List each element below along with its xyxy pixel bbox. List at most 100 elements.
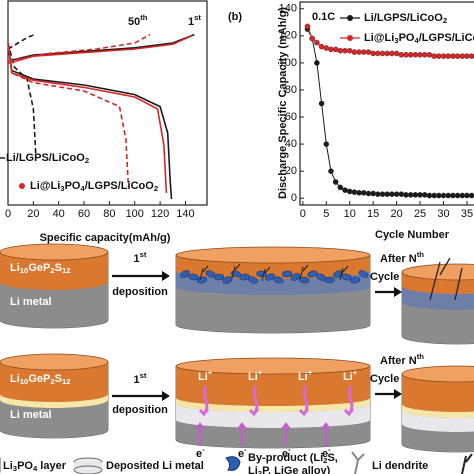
- plot-frame: [299, 1, 474, 206]
- capacity-point: [356, 49, 362, 55]
- capacity-point: [403, 51, 409, 58]
- legend-label: Li dendrite: [372, 460, 428, 472]
- panel-label: (b): [228, 11, 242, 23]
- capacity-point: [328, 168, 334, 174]
- capacity-point: [440, 53, 447, 59]
- capacity-point: [304, 23, 311, 30]
- cylinder-layer: [0, 400, 108, 438]
- y-tick-label: 60: [285, 111, 297, 123]
- cylinder-top: [401, 365, 474, 383]
- capacity-point: [323, 141, 330, 147]
- cylinder-layer: [0, 394, 108, 408]
- capacity-point: [468, 192, 474, 199]
- capacity-point: [459, 192, 466, 199]
- legend-label: Li3PO4 layer: [3, 460, 67, 473]
- capacity-point: [351, 49, 358, 55]
- x-tick-label: 35: [461, 208, 473, 220]
- cylinder-layer: [402, 374, 474, 412]
- step-label: 1st: [134, 250, 147, 265]
- y-tick-label: 40: [285, 138, 297, 150]
- x-tick-label: 120: [151, 208, 169, 220]
- capacity-point: [342, 47, 348, 54]
- x-tick-label: 25: [414, 208, 426, 220]
- capacity-point: [389, 191, 395, 197]
- capacity-point: [426, 192, 433, 199]
- capacity-point: [365, 190, 372, 197]
- x-axis-label: Specific capacity(mAh/g): [40, 232, 171, 244]
- ion-arrow: [248, 385, 260, 417]
- step-label: 1st: [134, 371, 147, 386]
- electrolyte-label: Li10GeP2S12: [10, 262, 71, 275]
- electron-arrow: [281, 422, 291, 446]
- cylinder-layer: [176, 404, 370, 428]
- x-tick-label: 60: [78, 208, 90, 220]
- cylinder-layer: [176, 420, 370, 448]
- x-tick-label: 0: [5, 208, 11, 220]
- capacity-point: [407, 51, 414, 58]
- capacity-point: [375, 191, 381, 197]
- arrow-head: [394, 287, 402, 297]
- cylinder-layer: [176, 255, 370, 279]
- legend-label: Li/LGPS/LiCoO2: [364, 12, 447, 25]
- capacity-point: [346, 47, 353, 54]
- step-label: After Nth: [380, 250, 424, 265]
- legend-marker: [19, 183, 25, 189]
- capacity-point: [450, 192, 456, 199]
- capacity-point: [464, 53, 470, 59]
- cylinder-layer: [402, 410, 474, 432]
- arrow-head: [162, 391, 170, 401]
- y-tick-label: 140: [279, 3, 297, 15]
- voltage-curve: [7, 35, 193, 65]
- capacity-point: [379, 191, 386, 197]
- legend-swatch: [461, 453, 473, 474]
- plot-frame: [7, 0, 208, 206]
- electron-label: e-: [322, 445, 331, 460]
- capacity-point: [337, 184, 344, 191]
- by-product: [248, 276, 258, 284]
- cylinder-layer: [402, 286, 474, 310]
- by-product: [298, 276, 310, 284]
- x-tick-label: 30: [437, 208, 449, 220]
- voltage-curve: [7, 42, 173, 200]
- by-product: [188, 273, 199, 281]
- capacity-point: [314, 39, 320, 46]
- anode-label: Li metal: [10, 409, 52, 421]
- capacity-point: [346, 188, 353, 195]
- capacity-point: [445, 53, 452, 59]
- x-tick-label: 100: [126, 208, 144, 220]
- voltage-curve: [7, 42, 130, 188]
- capacity-point: [436, 192, 442, 199]
- capacity-point: [379, 50, 386, 57]
- legend-label: Li/LGPS/LiCoO2: [6, 152, 89, 165]
- x-tick-label: 0: [300, 208, 306, 220]
- x-tick-label: 5: [323, 208, 329, 220]
- ion-label: Li+: [298, 368, 313, 383]
- cylinder-layer: [0, 362, 108, 402]
- electron-label: e-: [196, 445, 205, 460]
- by-product: [333, 270, 343, 278]
- legend-marker: [347, 15, 353, 21]
- capacity-point: [421, 192, 428, 198]
- electron-arrow: [321, 422, 331, 446]
- voltage-curve: [7, 42, 37, 158]
- voltage-curve: [7, 33, 151, 62]
- capacity-point: [314, 60, 320, 66]
- ion-arrow: [298, 385, 310, 417]
- rate-label: 0.1C: [312, 11, 335, 23]
- x-tick-label: 15: [367, 208, 379, 220]
- capacity-point: [407, 192, 414, 198]
- cylinder-layer: [402, 302, 474, 344]
- capacity-point: [412, 51, 419, 58]
- by-product: [307, 270, 318, 278]
- cylinder-layer: [176, 287, 370, 333]
- capacity-point: [384, 191, 391, 197]
- capacity-point: [403, 192, 409, 198]
- legend-label: By-product (Li2S,: [248, 452, 338, 465]
- capacity-point: [332, 179, 339, 185]
- capacity-point: [440, 192, 447, 199]
- capacity-point: [445, 192, 452, 199]
- x-tick-label: 80: [103, 208, 115, 220]
- dendrite: [199, 265, 209, 281]
- capacity-point: [393, 191, 400, 197]
- step-label: deposition: [112, 404, 168, 416]
